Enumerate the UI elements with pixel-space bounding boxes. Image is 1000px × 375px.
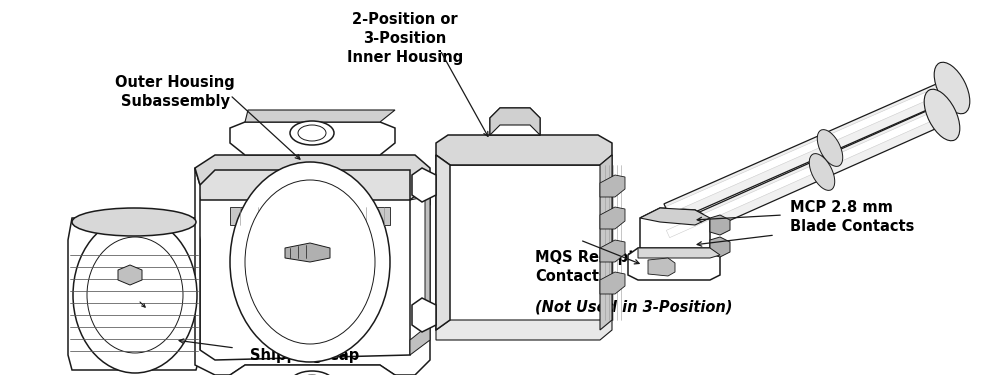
Polygon shape (75, 220, 197, 238)
Ellipse shape (87, 237, 183, 353)
Text: Shipping Cap: Shipping Cap (250, 348, 359, 363)
Ellipse shape (809, 154, 835, 190)
Polygon shape (285, 243, 330, 262)
Polygon shape (490, 108, 540, 135)
Ellipse shape (290, 121, 334, 145)
Text: MCP 2.8 mm
Blade Contacts: MCP 2.8 mm Blade Contacts (790, 200, 914, 234)
Polygon shape (640, 208, 710, 225)
Polygon shape (230, 365, 395, 375)
Ellipse shape (298, 125, 326, 141)
Ellipse shape (230, 162, 390, 362)
Ellipse shape (72, 208, 196, 236)
Polygon shape (245, 110, 395, 122)
Polygon shape (490, 108, 540, 135)
Polygon shape (195, 155, 430, 200)
Polygon shape (638, 248, 720, 258)
Polygon shape (600, 207, 625, 229)
Polygon shape (628, 248, 720, 280)
Polygon shape (600, 155, 612, 330)
Polygon shape (230, 365, 395, 375)
Text: MQS Receptacle
Contacts: MQS Receptacle Contacts (535, 250, 669, 284)
Polygon shape (436, 155, 612, 330)
Ellipse shape (817, 130, 843, 166)
Polygon shape (666, 108, 944, 238)
Polygon shape (666, 81, 954, 214)
Ellipse shape (73, 217, 197, 373)
Ellipse shape (934, 62, 970, 114)
Polygon shape (195, 168, 430, 375)
Polygon shape (436, 135, 612, 165)
Polygon shape (600, 272, 625, 294)
Polygon shape (230, 122, 395, 155)
Ellipse shape (924, 89, 960, 141)
Polygon shape (436, 310, 612, 340)
Polygon shape (600, 175, 625, 197)
Polygon shape (230, 207, 390, 225)
Text: 2-Position or
3-Position
Inner Housing: 2-Position or 3-Position Inner Housing (347, 12, 463, 65)
Ellipse shape (290, 371, 334, 375)
Polygon shape (410, 185, 430, 355)
Polygon shape (68, 218, 200, 370)
Polygon shape (640, 208, 710, 255)
Polygon shape (436, 155, 450, 330)
Polygon shape (412, 168, 436, 202)
Polygon shape (600, 240, 625, 262)
Ellipse shape (245, 180, 375, 344)
Polygon shape (195, 168, 430, 205)
Text: Outer Housing
Subassembly: Outer Housing Subassembly (115, 75, 235, 109)
Polygon shape (710, 215, 730, 235)
Polygon shape (664, 79, 956, 222)
Polygon shape (710, 237, 730, 257)
Polygon shape (412, 298, 436, 332)
Text: (Not Used in 3-Position): (Not Used in 3-Position) (535, 300, 732, 315)
Polygon shape (193, 218, 197, 358)
Polygon shape (664, 106, 946, 246)
Polygon shape (648, 258, 675, 276)
Polygon shape (118, 265, 142, 285)
